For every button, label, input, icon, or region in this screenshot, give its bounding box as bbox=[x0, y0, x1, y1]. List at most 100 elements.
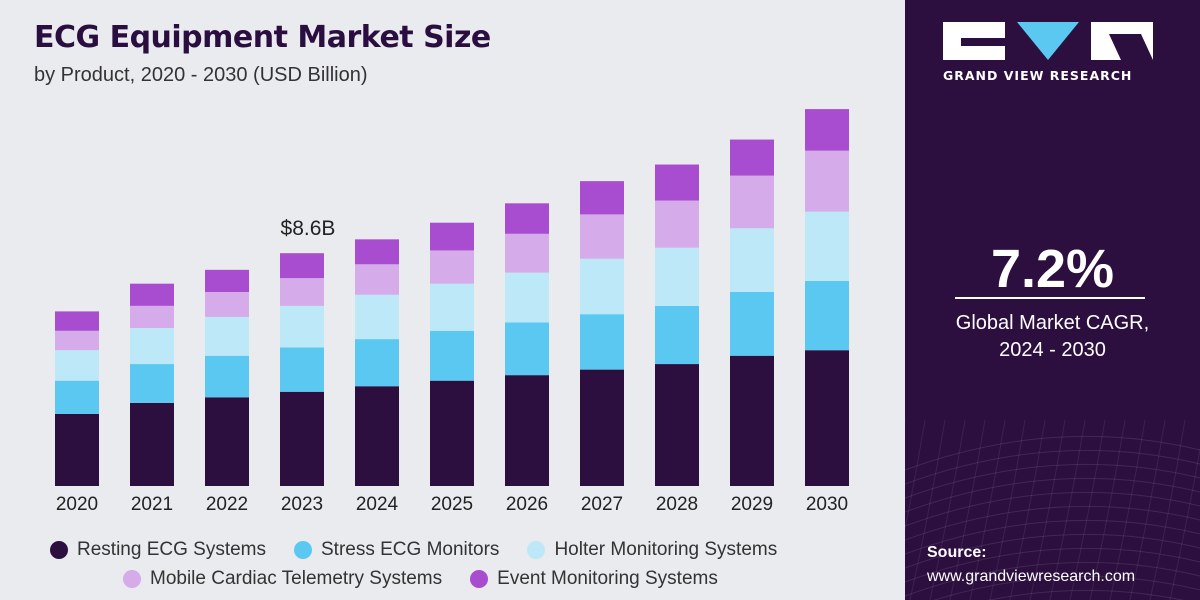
gvr-logo: GRAND VIEW RESEARCH bbox=[943, 22, 1163, 83]
x-tick-label: 2025 bbox=[431, 494, 473, 515]
bar-segment-mobile-cardiac-telemetry-systems-2027 bbox=[580, 214, 624, 259]
legend-label: Mobile Cardiac Telemetry Systems bbox=[150, 567, 443, 589]
legend-label: Event Monitoring Systems bbox=[497, 567, 718, 589]
bar-segment-mobile-cardiac-telemetry-systems-2022 bbox=[205, 292, 249, 317]
bar-segment-event-monitoring-systems-2029 bbox=[730, 139, 774, 176]
bar-segment-event-monitoring-systems-2026 bbox=[505, 203, 549, 234]
bar-segment-event-monitoring-systems-2027 bbox=[580, 181, 624, 215]
bar-segment-stress-ecg-monitors-2021 bbox=[130, 364, 174, 403]
x-tick-label: 2024 bbox=[356, 494, 399, 515]
bar-segment-stress-ecg-monitors-2022 bbox=[205, 355, 249, 398]
logo-r-shape bbox=[1091, 22, 1153, 60]
decoration-line bbox=[1009, 420, 1046, 600]
chart-subtitle: by Product, 2020 - 2030 (USD Billion) bbox=[34, 64, 368, 86]
bar-segment-mobile-cardiac-telemetry-systems-2024 bbox=[355, 264, 399, 295]
bar-segment-stress-ecg-monitors-2024 bbox=[355, 339, 399, 387]
legend-label: Stress ECG Monitors bbox=[321, 538, 500, 560]
x-tick-label: 2029 bbox=[731, 494, 773, 515]
x-tick-label: 2030 bbox=[806, 494, 848, 515]
decoration-line bbox=[1109, 420, 1146, 600]
bar-segment-resting-ecg-systems-2022 bbox=[205, 397, 249, 486]
x-tick-label: 2022 bbox=[206, 494, 248, 515]
bar-segment-holter-monitoring-systems-2025 bbox=[430, 283, 474, 331]
logo-v-shape bbox=[1017, 22, 1079, 60]
decoration-line bbox=[905, 505, 1200, 541]
bar-segment-event-monitoring-systems-2024 bbox=[355, 239, 399, 265]
x-tick-label: 2027 bbox=[581, 494, 623, 515]
decoration-line bbox=[1049, 420, 1086, 600]
bar-segment-stress-ecg-monitors-2027 bbox=[580, 314, 624, 370]
legend-swatch bbox=[470, 569, 489, 588]
chart-title: ECG Equipment Market Size bbox=[34, 20, 491, 55]
legend-item: Resting ECG Systems bbox=[50, 539, 266, 561]
legend-label: Resting ECG Systems bbox=[77, 538, 266, 560]
legend-swatch bbox=[123, 569, 141, 588]
bar-segment-mobile-cardiac-telemetry-systems-2023 bbox=[280, 278, 324, 306]
bar-segment-mobile-cardiac-telemetry-systems-2021 bbox=[130, 305, 174, 329]
legend-item: Stress ECG Monitors bbox=[294, 539, 499, 561]
cagr-label: Global Market CAGR, 2024 - 2030 bbox=[905, 310, 1200, 364]
decoration-line bbox=[933, 575, 1200, 600]
cagr-label-line2: 2024 - 2030 bbox=[999, 339, 1106, 361]
bar-segment-resting-ecg-systems-2021 bbox=[130, 402, 174, 486]
legend-swatch bbox=[50, 540, 68, 559]
gvr-logo-icon bbox=[943, 22, 1163, 60]
bar-segment-event-monitoring-systems-2025 bbox=[430, 222, 474, 251]
bar-segment-event-monitoring-systems-2022 bbox=[205, 269, 249, 292]
bar-segment-resting-ecg-systems-2024 bbox=[355, 386, 399, 486]
decoration-line bbox=[905, 477, 1200, 513]
source-link[interactable]: www.grandviewresearch.com bbox=[927, 568, 1136, 585]
decoration-line bbox=[909, 420, 946, 600]
legend-row: Resting ECG Systems Stress ECG Monitors Ho… bbox=[50, 535, 900, 564]
bar-segment-holter-monitoring-systems-2028 bbox=[655, 247, 699, 306]
logo-g-shape bbox=[943, 22, 1005, 60]
decoration-line bbox=[1029, 420, 1066, 600]
bar-segment-holter-monitoring-systems-2020 bbox=[55, 350, 99, 381]
cagr-value: 7.2% bbox=[990, 239, 1115, 299]
decoration-line bbox=[949, 420, 986, 600]
bar-segment-resting-ecg-systems-2020 bbox=[55, 413, 99, 486]
bar-segment-event-monitoring-systems-2020 bbox=[55, 311, 99, 331]
chart-legend: Resting ECG Systems Stress ECG Monitors Ho… bbox=[50, 535, 900, 593]
decoration-line bbox=[987, 589, 1185, 600]
brand-name: GRAND VIEW RESEARCH bbox=[943, 68, 1133, 83]
bar-segment-stress-ecg-monitors-2023 bbox=[280, 347, 324, 392]
x-tick-label: 2026 bbox=[506, 494, 548, 515]
bar-segment-stress-ecg-monitors-2030 bbox=[805, 280, 849, 351]
bar-segment-mobile-cardiac-telemetry-systems-2025 bbox=[430, 250, 474, 284]
decoration-line bbox=[929, 420, 966, 600]
decoration-line bbox=[989, 420, 1026, 600]
decoration-line bbox=[905, 435, 1200, 471]
bar-segment-holter-monitoring-systems-2027 bbox=[580, 258, 624, 315]
bar-segment-holter-monitoring-systems-2026 bbox=[505, 272, 549, 323]
legend-row: Mobile Cardiac Telemetry Systems Event Mo… bbox=[50, 564, 900, 593]
bar-segment-resting-ecg-systems-2030 bbox=[805, 350, 849, 486]
decoration-line bbox=[1089, 420, 1126, 600]
legend-item: Holter Monitoring Systems bbox=[527, 539, 777, 561]
bar-segment-mobile-cardiac-telemetry-systems-2020 bbox=[55, 330, 99, 351]
x-tick-label: 2021 bbox=[131, 494, 173, 515]
bar-segment-stress-ecg-monitors-2029 bbox=[730, 292, 774, 356]
stacked-bar-chart: 2020 2021 2022 2023 $8.6B 2024 2025 2026 2027 202… bbox=[55, 109, 849, 515]
bar-segment-resting-ecg-systems-2026 bbox=[505, 375, 549, 486]
chart-area: ECG Equipment Market Size by Product, 20… bbox=[34, 20, 900, 593]
bar-segment-resting-ecg-systems-2029 bbox=[730, 355, 774, 486]
bar-segment-event-monitoring-systems-2023 bbox=[280, 253, 324, 279]
bar-segment-event-monitoring-systems-2030 bbox=[805, 109, 849, 151]
bar-segment-holter-monitoring-systems-2024 bbox=[355, 294, 399, 340]
decoration-line bbox=[969, 420, 1006, 600]
bar-segment-resting-ecg-systems-2025 bbox=[430, 380, 474, 486]
bar-segment-holter-monitoring-systems-2029 bbox=[730, 228, 774, 292]
decoration-line bbox=[1149, 420, 1186, 600]
bar-segment-event-monitoring-systems-2021 bbox=[130, 283, 174, 306]
decoration-line bbox=[905, 547, 1200, 583]
decoration-line bbox=[905, 420, 926, 532]
divider bbox=[955, 297, 1145, 299]
bar-segment-mobile-cardiac-telemetry-systems-2026 bbox=[505, 233, 549, 273]
decoration-line bbox=[1169, 446, 1200, 600]
decoration-line bbox=[905, 449, 1200, 485]
legend-swatch bbox=[527, 540, 546, 559]
bar-segment-resting-ecg-systems-2023 bbox=[280, 391, 324, 486]
legend-swatch bbox=[294, 540, 312, 559]
cagr-label-line1: Global Market CAGR, bbox=[955, 312, 1150, 334]
